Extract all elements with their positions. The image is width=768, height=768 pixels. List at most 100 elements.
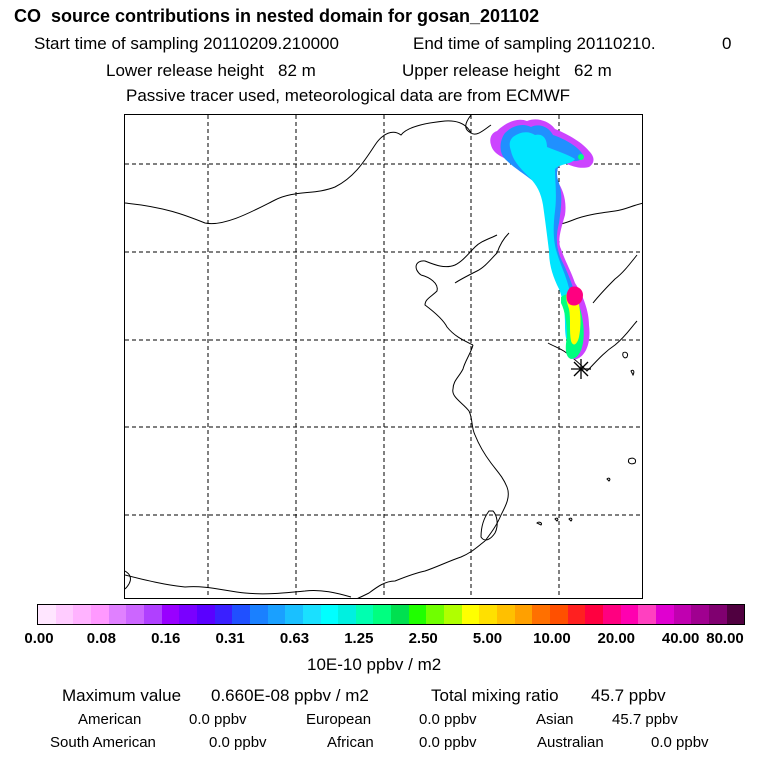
korea-east-coast (592, 254, 638, 304)
lower-release-height: Lower release height 82 m (106, 61, 316, 80)
colorbar-tick-label: 40.00 (661, 630, 700, 647)
island-1 (622, 351, 628, 359)
bohai-coast (420, 274, 474, 346)
colorbar-tick-label: 1.25 (344, 630, 374, 647)
colorbar-cell (55, 605, 74, 624)
colorbar-tick-label: 80.00 (706, 630, 744, 647)
colorbar-cell (426, 605, 445, 624)
end-time-label: End time of sampling 20110210. (413, 34, 656, 53)
start-time-label: Start time of sampling 20110209.210000 (34, 34, 339, 53)
region-name-american: American (78, 711, 142, 728)
colorbar-cell (638, 605, 656, 624)
upper-release-height: Upper release height 62 m (402, 61, 612, 80)
colorbar-cell (550, 605, 568, 624)
plume-core (566, 286, 583, 306)
map-panel (124, 114, 643, 599)
colorbar-cell (90, 605, 109, 624)
colorbar-cell (497, 605, 515, 624)
russia-border (465, 115, 492, 135)
colorbar-cell (620, 605, 639, 624)
end-time-suffix: 0 (722, 34, 732, 53)
region-name-european: European (306, 711, 372, 728)
max-value-label: Maximum value (62, 686, 182, 705)
colorbar-cell (143, 605, 162, 624)
china-russia-border (550, 169, 642, 225)
colorbar-cell (461, 605, 480, 624)
island-6 (568, 517, 573, 522)
colorbar-cell (161, 605, 180, 624)
east-china-coast (474, 434, 509, 542)
colorbar-cell (444, 605, 462, 624)
colorbar-tick-label: 0.00 (24, 630, 54, 647)
colorbar-cell (355, 605, 374, 624)
colorbar-cell (108, 605, 127, 624)
colorbar-cell (585, 605, 603, 624)
colorbar-tick-label: 0.08 (86, 630, 116, 647)
colorbar-unit: 10E-10 ppbv / m2 (307, 655, 442, 674)
colorbar-cell (249, 605, 268, 624)
colorbar-cell (179, 605, 197, 624)
island-2 (630, 369, 635, 377)
plume-footprint (490, 119, 594, 360)
southern-border (125, 574, 352, 598)
colorbar-cell (567, 605, 586, 624)
region-value-asian: 45.7 ppbv (612, 711, 678, 728)
colorbar-cell (302, 605, 321, 624)
colorbar-tick-label: 10.00 (533, 630, 571, 647)
taiwan-island (480, 510, 498, 541)
region-value-african: 0.0 ppbv (419, 734, 477, 751)
colorbar-cell (532, 605, 551, 624)
colorbar-cell (214, 605, 233, 624)
mongolia-border (125, 120, 472, 225)
region-name-asian: Asian (536, 711, 574, 728)
colorbar-cell (338, 605, 356, 624)
region-name-south-american: South American (50, 734, 156, 751)
total-mixing-label: Total mixing ratio (431, 686, 559, 705)
colorbar-cell (408, 605, 427, 624)
colorbar-cell (38, 605, 56, 624)
china-korea-border (454, 232, 510, 284)
plume-dot (578, 154, 584, 160)
colorbar-cell (232, 605, 250, 624)
max-value: 0.660E-08 ppbv / m2 (211, 686, 369, 705)
liaodong-coast (415, 234, 498, 276)
colorbar-cell (726, 605, 745, 624)
colorbar-cell (603, 605, 621, 624)
map-svg (125, 115, 642, 598)
colorbar-cell (655, 605, 674, 624)
colorbar-tick-label: 0.31 (215, 630, 245, 647)
region-value-australian: 0.0 ppbv (651, 734, 709, 751)
colorbar-tick-label: 2.50 (408, 630, 438, 647)
colorbar-cell (514, 605, 533, 624)
tracer-info: Passive tracer used, meteorological data… (126, 86, 571, 105)
region-value-european: 0.0 ppbv (419, 711, 477, 728)
colorbar-tick-label: 20.00 (597, 630, 636, 647)
region-value-south-american: 0.0 ppbv (209, 734, 267, 751)
colorbar-cell (285, 605, 303, 624)
colorbar-cell (691, 605, 709, 624)
asterisk-icon (571, 359, 591, 379)
colorbar (37, 604, 745, 625)
sw-border (125, 570, 131, 590)
colorbar-cell (391, 605, 409, 624)
colorbar-tick-label: 0.16 (151, 630, 181, 647)
colorbar-tick-label: 0.63 (279, 630, 310, 647)
region-value-american: 0.0 ppbv (189, 711, 247, 728)
colorbar-cell (320, 605, 339, 624)
island-5 (554, 517, 559, 522)
colorbar-cell (479, 605, 498, 624)
region-name-australian: Australian (537, 734, 604, 751)
shandong-coast (452, 344, 476, 436)
colorbar-cell (73, 605, 91, 624)
island-3 (628, 457, 636, 465)
total-mixing-value: 45.7 ppbv (591, 686, 666, 705)
colorbar-cell (267, 605, 286, 624)
chart-title: CO source contributions in nested domain… (14, 6, 540, 26)
colorbar-cell (673, 605, 692, 624)
korea-south-coast (547, 320, 638, 372)
island-7 (606, 477, 611, 482)
colorbar-cell (196, 605, 215, 624)
colorbar-cell (373, 605, 392, 624)
colorbar-cell (708, 605, 727, 624)
region-name-african: African (327, 734, 374, 751)
